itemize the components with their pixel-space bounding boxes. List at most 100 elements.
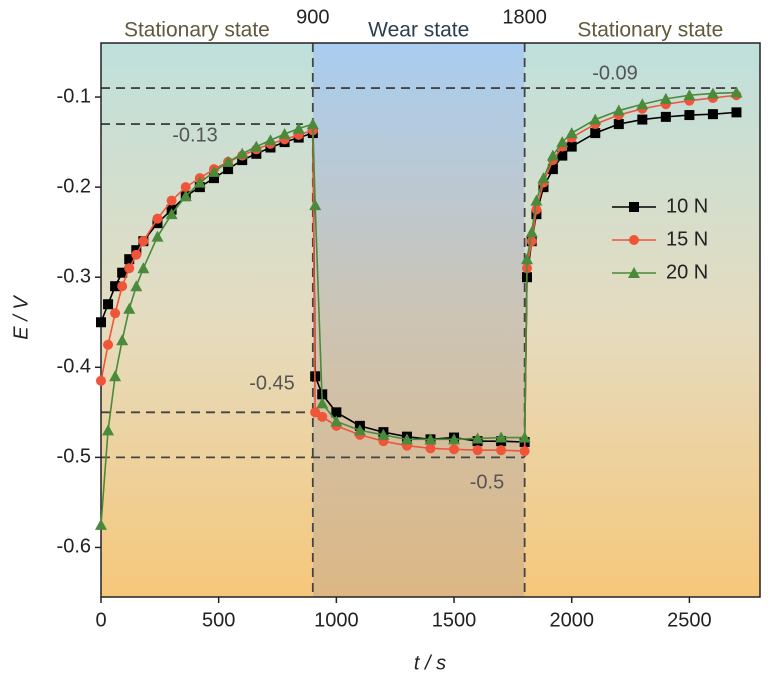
marker: [731, 107, 742, 118]
x-tick-label: 1000: [314, 609, 359, 631]
x-tick-label: 500: [202, 609, 235, 631]
marker: [590, 128, 601, 139]
x-tick-label: 1500: [432, 609, 477, 631]
region-background: [101, 43, 313, 597]
legend-marker: [629, 202, 639, 212]
legend-label: 10 N: [666, 195, 708, 217]
marker: [223, 164, 234, 175]
x-axis-label: t / s: [414, 652, 446, 674]
region-background: [312, 43, 525, 597]
marker: [109, 370, 122, 382]
region-label: Wear state: [368, 19, 469, 42]
marker: [96, 375, 106, 386]
marker: [472, 445, 483, 456]
marker: [179, 190, 192, 202]
marker: [730, 86, 743, 98]
marker: [377, 428, 390, 440]
marker: [537, 172, 550, 184]
marker: [565, 127, 578, 139]
marker: [557, 150, 568, 161]
marker: [103, 339, 114, 350]
marker: [525, 226, 538, 238]
marker: [317, 411, 328, 422]
marker: [208, 173, 219, 184]
x-tick-label: 2500: [667, 609, 712, 631]
legend-label: 15 N: [666, 228, 708, 250]
marker: [613, 119, 624, 130]
marker: [103, 299, 114, 310]
marker: [547, 164, 558, 175]
region-label: Stationary state: [124, 19, 270, 42]
series: [95, 86, 743, 530]
marker: [222, 155, 235, 167]
marker: [95, 518, 107, 530]
marker: [448, 433, 461, 445]
marker: [137, 262, 150, 274]
marker: [659, 92, 672, 104]
marker: [496, 445, 507, 456]
marker: [124, 254, 135, 265]
marker: [556, 136, 569, 148]
marker: [331, 407, 342, 418]
marker: [117, 267, 128, 278]
marker: [589, 113, 602, 125]
legend-marker: [628, 267, 640, 278]
marker: [131, 249, 142, 260]
marker: [706, 87, 719, 99]
marker: [353, 424, 366, 436]
marker: [660, 111, 671, 122]
y-axis-label: E / V: [10, 295, 32, 340]
marker: [264, 134, 277, 146]
y-tick-label: -0.6: [57, 536, 91, 558]
marker: [152, 213, 163, 224]
marker: [110, 308, 121, 319]
marker: [117, 281, 128, 292]
marker: [278, 127, 291, 139]
y-tick-label: -0.2: [57, 175, 91, 197]
marker: [471, 432, 484, 444]
marker: [309, 199, 322, 211]
marker: [207, 165, 220, 177]
x-tick-label: 0: [95, 609, 106, 631]
reference-label: 900: [296, 6, 329, 28]
marker: [102, 424, 115, 436]
marker: [637, 114, 648, 125]
marker: [124, 263, 135, 274]
marker: [138, 236, 149, 247]
reference-label: -0.09: [592, 62, 638, 84]
region-background: [524, 43, 760, 597]
marker: [449, 444, 460, 455]
y-tick-label: -0.5: [57, 446, 91, 468]
marker: [518, 431, 531, 443]
y-tick-label: -0.1: [57, 85, 91, 107]
marker: [566, 141, 577, 152]
marker: [193, 176, 206, 188]
marker: [330, 415, 343, 427]
reference-label: -0.5: [470, 472, 504, 494]
marker: [165, 208, 178, 220]
reference-label: -0.45: [249, 373, 295, 395]
marker: [546, 149, 559, 161]
marker: [612, 104, 625, 116]
marker: [425, 443, 436, 454]
marker: [116, 334, 129, 346]
marker: [130, 280, 143, 292]
marker: [180, 182, 191, 193]
marker: [292, 122, 305, 134]
marker: [123, 302, 136, 314]
y-tick-label: -0.3: [57, 265, 91, 287]
legend-label: 20 N: [666, 261, 708, 283]
marker: [495, 431, 508, 443]
marker: [526, 236, 537, 247]
reference-label: -0.13: [172, 124, 218, 146]
marker: [166, 195, 177, 206]
marker: [151, 230, 164, 242]
x-tick-label: 2000: [549, 609, 594, 631]
marker: [110, 281, 121, 292]
marker: [306, 118, 319, 130]
region-label: Stationary state: [577, 19, 723, 42]
y-tick-label: -0.4: [57, 356, 91, 378]
marker: [424, 433, 437, 445]
marker: [530, 194, 543, 206]
